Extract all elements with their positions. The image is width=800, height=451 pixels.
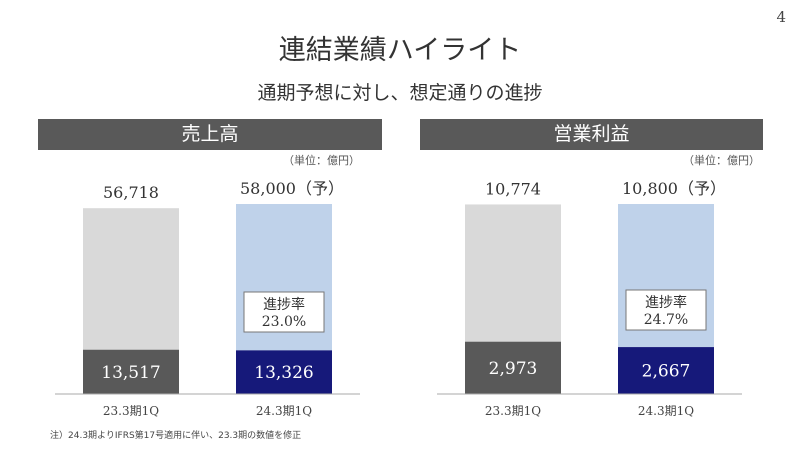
chart-header-sales: 売上高 xyxy=(38,119,382,150)
q1-value-label: 13,517 xyxy=(101,363,160,383)
progress-value: 23.0% xyxy=(262,314,306,330)
category-label: 24.3期1Q xyxy=(638,404,694,418)
progress-box xyxy=(243,291,325,333)
q1-value-label: 2,667 xyxy=(642,362,691,382)
total-value-label: 58,000（予） xyxy=(240,179,344,198)
unit-label-operating-profit: （単位：億円） xyxy=(683,154,760,167)
progress-label: 進捗率 xyxy=(263,296,305,313)
bar-full-year-0 xyxy=(465,204,561,342)
category-label: 23.3期1Q xyxy=(103,404,159,418)
bar-1q-1 xyxy=(618,347,714,394)
q1-value-label: 2,973 xyxy=(489,359,538,379)
footnote: 注）24.3期よりIFRS第17号適用に伴い、23.3期の数値を修正 xyxy=(50,431,302,441)
bar-1q-0 xyxy=(83,349,179,394)
total-value-label: 10,774 xyxy=(485,179,541,198)
unit-label-sales: （単位：億円） xyxy=(283,154,360,167)
progress-box xyxy=(625,289,707,331)
progress-label: 進捗率 xyxy=(645,294,687,311)
total-value-label: 10,800（予） xyxy=(622,179,726,198)
category-label: 24.3期1Q xyxy=(256,404,312,418)
page-number: 4 xyxy=(776,8,786,26)
bar-1q-1 xyxy=(236,350,332,394)
progress-value: 24.7% xyxy=(644,312,688,328)
slide-title: 連結業績ハイライト xyxy=(278,35,522,66)
category-label: 23.3期1Q xyxy=(485,404,541,418)
chart-header-operating-profit: 営業利益 xyxy=(420,119,763,150)
bar-1q-0 xyxy=(465,341,561,394)
bar-full-year-0 xyxy=(83,208,179,350)
q1-value-label: 13,326 xyxy=(254,363,313,383)
slide-subtitle: 通期予想に対し、想定通りの進捗 xyxy=(257,82,543,104)
total-value-label: 56,718 xyxy=(103,183,159,202)
